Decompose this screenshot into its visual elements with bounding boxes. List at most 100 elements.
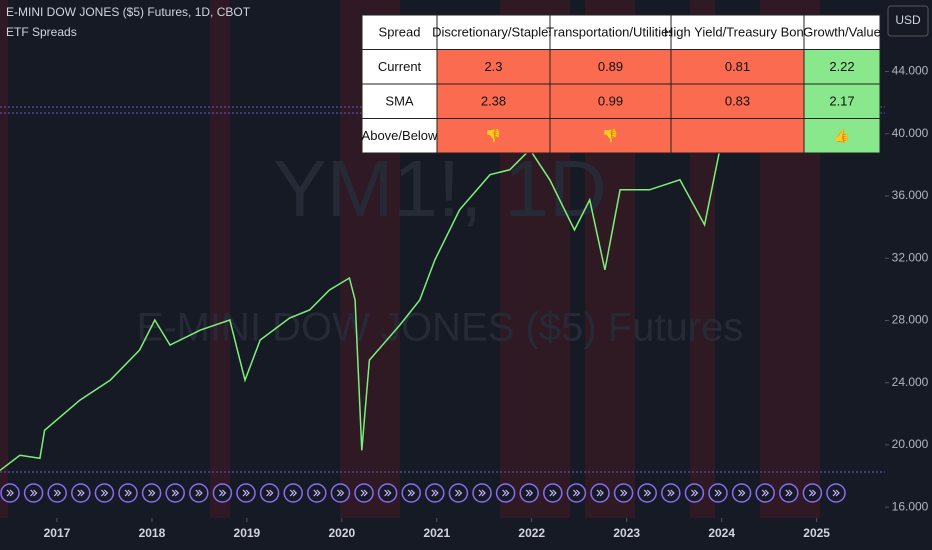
event-icon-glyph bbox=[832, 489, 840, 497]
event-icon-glyph bbox=[53, 489, 62, 497]
table-cell bbox=[803, 118, 881, 154]
event-icon-glyph bbox=[266, 489, 274, 497]
event-icon-glyph bbox=[30, 489, 38, 497]
table-cell bbox=[361, 118, 438, 154]
event-icon-glyph bbox=[148, 489, 156, 497]
x-tick-label: 2025 bbox=[803, 526, 830, 540]
cell-text: Above/Below bbox=[362, 128, 438, 143]
column-header: Spread bbox=[379, 25, 421, 40]
watermark-ticker: YM1!, 1D bbox=[273, 144, 606, 233]
x-tick-label: 2024 bbox=[708, 526, 735, 540]
event-icon-glyph bbox=[313, 489, 321, 497]
event-icon-glyph bbox=[454, 489, 463, 497]
x-tick-label: 2019 bbox=[234, 526, 261, 540]
event-icon-glyph bbox=[549, 489, 557, 497]
cell-text: Current bbox=[378, 59, 422, 74]
event-icon-glyph bbox=[100, 489, 109, 497]
event-icon-glyph bbox=[218, 489, 227, 497]
event-icon-glyph bbox=[525, 489, 534, 497]
event-icon-glyph bbox=[572, 489, 581, 497]
event-icon-glyph bbox=[431, 489, 439, 497]
column-header: High Yield/Treasury Bond bbox=[664, 25, 811, 40]
cell-text: 0.83 bbox=[725, 94, 750, 109]
event-icon-glyph bbox=[643, 489, 652, 497]
cell-text: 2.22 bbox=[829, 59, 854, 74]
table-cell bbox=[436, 14, 551, 50]
event-icon-glyph bbox=[6, 489, 14, 497]
cell-text: 2.17 bbox=[829, 94, 854, 109]
event-icon-glyph bbox=[714, 489, 722, 497]
band bbox=[210, 0, 230, 518]
event-icon-glyph bbox=[667, 489, 675, 497]
x-tick-label: 2021 bbox=[423, 526, 450, 540]
event-icon-glyph bbox=[620, 489, 628, 497]
x-tick-label: 2020 bbox=[328, 526, 355, 540]
cell-text: 0.89 bbox=[598, 59, 623, 74]
event-icon-glyph bbox=[502, 489, 510, 497]
symbol-title: E-MINI DOW JONES ($5) Futures, 1D, CBOT bbox=[6, 5, 251, 19]
table-cell bbox=[670, 83, 805, 119]
table-cell bbox=[436, 118, 551, 154]
event-icon-glyph bbox=[360, 489, 368, 497]
table-cell bbox=[436, 49, 551, 85]
table-cell bbox=[549, 49, 672, 85]
event-icon-glyph bbox=[596, 489, 604, 497]
y-tick-label: 40.000 bbox=[892, 126, 929, 140]
y-tick-label: 44.000 bbox=[892, 64, 929, 78]
band bbox=[0, 0, 8, 518]
cell-text: 0.81 bbox=[725, 59, 750, 74]
y-tick-label: 28.000 bbox=[892, 313, 929, 327]
cell-text: 👍 bbox=[834, 128, 850, 143]
table-cell bbox=[549, 118, 672, 154]
table-cell bbox=[670, 118, 805, 154]
table-cell bbox=[803, 14, 881, 50]
x-tick-label: 2017 bbox=[44, 526, 71, 540]
event-icon-glyph bbox=[124, 489, 132, 497]
event-icon-glyph bbox=[478, 489, 486, 497]
y-tick-label: 36.000 bbox=[892, 188, 929, 202]
y-tick-label: 20.000 bbox=[892, 437, 929, 451]
event-icon-glyph bbox=[195, 489, 203, 497]
table-cell bbox=[361, 83, 438, 119]
indicator-name: ETF Spreads bbox=[6, 25, 77, 39]
event-icon-glyph bbox=[384, 489, 392, 497]
cell-text: 2.3 bbox=[484, 59, 502, 74]
event-icon-glyph bbox=[171, 489, 180, 497]
x-tick-label: 2018 bbox=[139, 526, 166, 540]
cell-text: SMA bbox=[385, 94, 414, 109]
cell-text: 0.99 bbox=[598, 94, 623, 109]
table-cell bbox=[803, 49, 881, 85]
cell-text: 2.38 bbox=[481, 94, 506, 109]
watermark-name: E-MINI DOW JONES ($5) Futures bbox=[137, 306, 744, 350]
time-axis bbox=[0, 518, 885, 550]
event-icon-glyph bbox=[738, 489, 746, 497]
column-header: Growth/Value bbox=[803, 25, 881, 40]
table-cell bbox=[549, 83, 672, 119]
event-icon-glyph bbox=[77, 489, 85, 497]
column-header: Transportation/Utilities bbox=[546, 25, 675, 40]
cell-text: 👎 bbox=[602, 128, 618, 143]
y-tick-label: 24.000 bbox=[892, 375, 929, 389]
price-axis bbox=[885, 0, 932, 550]
price-line bbox=[0, 108, 785, 471]
event-icon-glyph bbox=[808, 489, 817, 497]
event-icon-glyph bbox=[690, 489, 699, 497]
event-icon-glyph bbox=[407, 489, 416, 497]
y-tick-label: 32.000 bbox=[892, 250, 929, 264]
event-icon-glyph bbox=[785, 489, 793, 497]
event-icon-glyph bbox=[289, 489, 298, 497]
currency-button[interactable] bbox=[887, 5, 929, 37]
table-cell bbox=[361, 49, 438, 85]
table-cell bbox=[670, 49, 805, 85]
event-icon-glyph bbox=[336, 489, 345, 497]
column-header: Discretionary/Staples bbox=[432, 25, 555, 40]
table-cell bbox=[549, 14, 672, 50]
event-icon-glyph bbox=[242, 489, 250, 497]
y-tick-label: 16.000 bbox=[892, 499, 929, 513]
cell-text: 👎 bbox=[485, 128, 501, 143]
x-tick-label: 2023 bbox=[613, 526, 640, 540]
currency[interactable]: USD bbox=[895, 13, 921, 27]
event-icon-glyph bbox=[761, 489, 770, 497]
